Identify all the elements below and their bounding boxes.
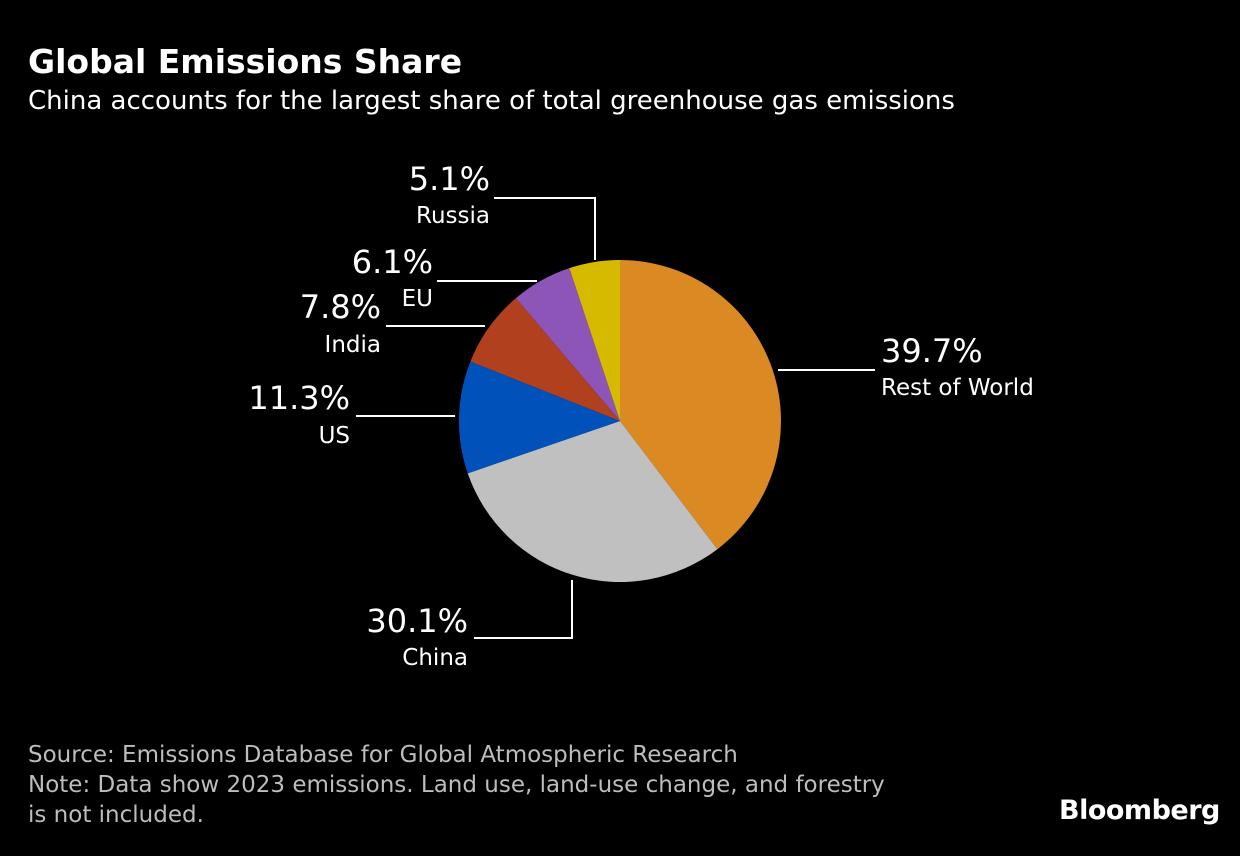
pie-slice-india	[470, 298, 620, 421]
category-label-china: China	[402, 645, 468, 671]
value-label-eu: 6.1%	[352, 243, 433, 281]
value-label-rest-of-world: 39.7%	[881, 332, 983, 370]
category-label-us: US	[319, 423, 350, 449]
leader-line-china	[474, 580, 573, 639]
data-note-line1: Note: Data show 2023 emissions. Land use…	[28, 772, 885, 798]
category-label-russia: Russia	[416, 203, 490, 229]
pie-slice-russia	[569, 260, 620, 421]
pie-slice-rest-of-world	[620, 260, 781, 550]
value-label-china: 30.1%	[366, 602, 468, 640]
pie-slice-eu	[515, 268, 620, 421]
category-label-rest-of-world: Rest of World	[881, 375, 1034, 401]
bloomberg-logo: Bloomberg	[1059, 795, 1220, 826]
pie-slice-us	[458, 361, 620, 474]
data-note-line2: is not included.	[28, 802, 204, 828]
chart-title: Global Emissions Share	[28, 42, 463, 81]
pie-slice-china	[467, 421, 718, 582]
chart-subtitle: China accounts for the largest share of …	[28, 86, 955, 116]
value-label-russia: 5.1%	[409, 160, 490, 198]
category-label-india: India	[325, 332, 381, 358]
leader-line-russia	[494, 197, 596, 260]
value-label-india: 7.8%	[300, 288, 381, 326]
source-note: Source: Emissions Database for Global At…	[28, 742, 738, 768]
category-label-eu: EU	[402, 286, 433, 312]
value-label-us: 11.3%	[248, 379, 350, 417]
